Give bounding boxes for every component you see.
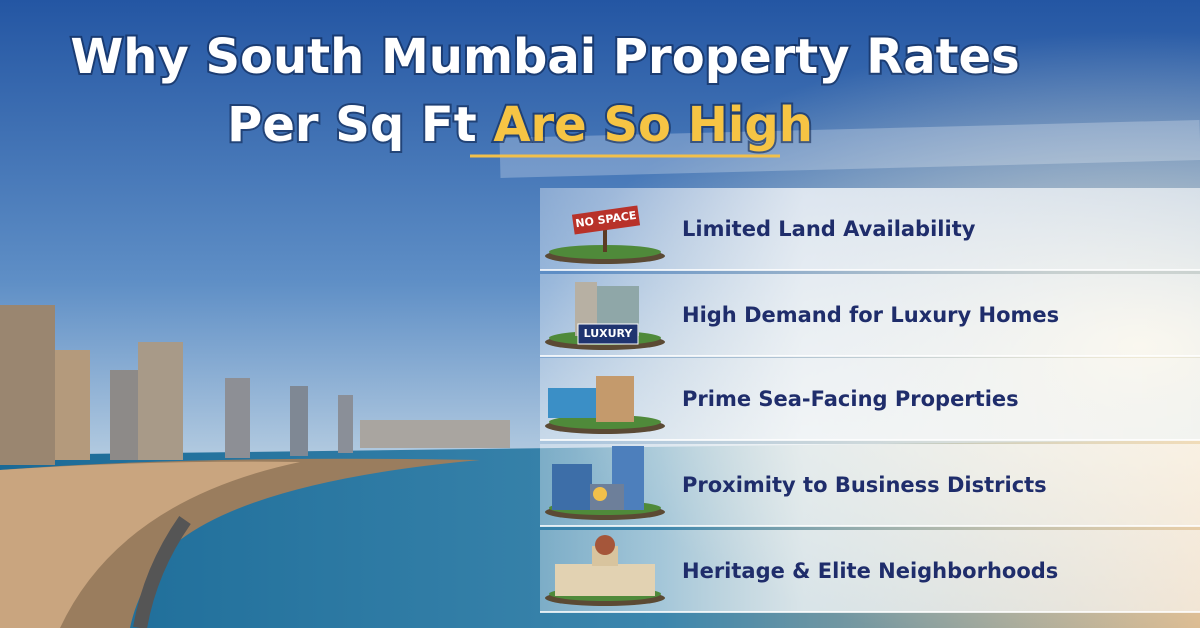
road — [133, 515, 191, 630]
buildings-front — [0, 461, 300, 628]
title-highlight: Are So High — [493, 97, 813, 153]
list: NO SPACE Limited Land Availability LUXURY H… — [540, 188, 1200, 613]
item-icon — [545, 376, 665, 434]
list-item: Proximity to Business Districts — [540, 444, 1200, 527]
sign-board — [571, 205, 641, 235]
heritage-hall — [555, 564, 655, 596]
sea-view — [548, 388, 598, 418]
logo — [593, 487, 607, 501]
list-item: LUXURY High Demand for Luxury Homes — [540, 274, 1200, 357]
item-label: Limited Land Availability — [682, 217, 976, 241]
skyline — [0, 305, 510, 465]
dome — [595, 535, 615, 555]
list-item: NO SPACE Limited Land Availability — [540, 188, 1200, 271]
title-line1: Why South Mumbai Property Rates — [70, 29, 1019, 85]
building — [596, 376, 634, 422]
office — [552, 464, 592, 510]
title-text: Per Sq Ft — [227, 97, 477, 153]
list-item: Heritage & Elite Neighborhoods — [540, 530, 1200, 613]
item-icon — [545, 446, 665, 520]
sign-text: LUXURY — [584, 327, 634, 340]
title-line2: Per Sq Ft Are So High — [227, 97, 813, 153]
tower — [575, 282, 597, 336]
list-item: Prime Sea-Facing Properties — [540, 358, 1200, 441]
item-label: Prime Sea-Facing Properties — [682, 387, 1019, 411]
item-label: Heritage & Elite Neighborhoods — [682, 559, 1058, 583]
item-icon — [545, 535, 665, 606]
sign-board — [577, 323, 639, 345]
item-icon: NO SPACE — [545, 205, 665, 264]
item-icon: LUXURY — [545, 282, 665, 350]
item-label: High Demand for Luxury Homes — [682, 303, 1059, 327]
item-label: Proximity to Business Districts — [682, 473, 1047, 497]
sign-post — [603, 218, 607, 252]
